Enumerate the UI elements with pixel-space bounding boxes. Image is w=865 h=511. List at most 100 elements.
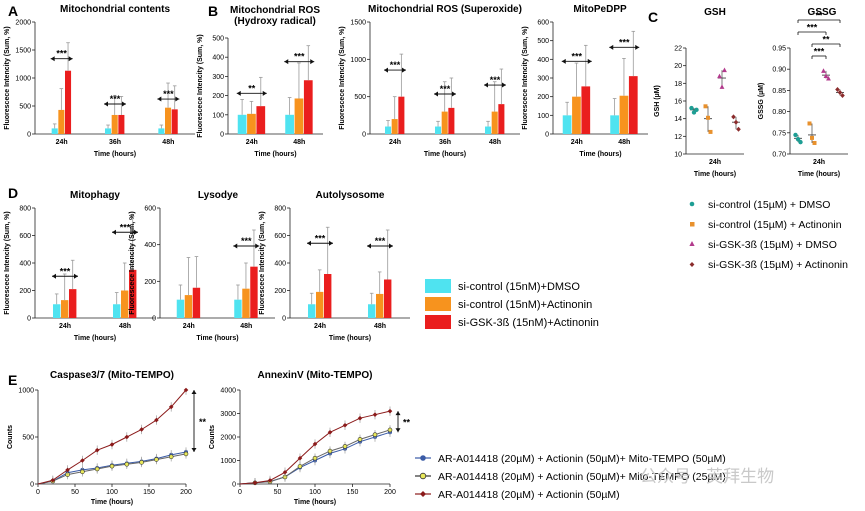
data-point bbox=[798, 139, 803, 145]
data-point bbox=[357, 415, 363, 421]
y-tick-label: 0.85 bbox=[772, 88, 786, 95]
bar bbox=[294, 98, 304, 134]
x-tick-label: 48h bbox=[618, 139, 630, 146]
x-tick-label: 24h bbox=[389, 139, 401, 146]
y-tick-label: 600 bbox=[144, 206, 156, 213]
data-point bbox=[717, 73, 722, 79]
significance-label: *** bbox=[807, 23, 818, 33]
legend-c-label-2: si-control (15µM) + Actinonin bbox=[708, 219, 842, 231]
y-tick-label: 0 bbox=[27, 316, 31, 323]
bar bbox=[324, 274, 332, 318]
chart-c1: GSH 10 12 14 16 18 20 22 GSH (µM) 24h Time (hours) bbox=[654, 7, 744, 178]
y-tick-label: 0.95 bbox=[772, 46, 786, 53]
y-tick-label: 2000 bbox=[15, 20, 31, 27]
x-tick-label: 48h bbox=[374, 323, 386, 330]
y-tick-label: 1500 bbox=[15, 48, 31, 55]
legend-swatch-cyan bbox=[425, 279, 451, 293]
bar bbox=[53, 304, 61, 318]
arrowhead-left bbox=[384, 67, 388, 73]
arrowhead-left bbox=[561, 58, 566, 64]
y-axis-label: Fluorescece Intencity (Sum, %) bbox=[129, 211, 136, 314]
x-tick-label: 200 bbox=[180, 489, 192, 496]
arrowhead-right bbox=[402, 67, 406, 73]
legend-e-label-3: AR-A014418 (20µM) + Actionin (50µM) bbox=[438, 489, 620, 501]
y-tick-label: 18 bbox=[674, 81, 682, 88]
bar bbox=[58, 109, 65, 134]
arrowhead-bottom bbox=[191, 448, 197, 453]
data-point bbox=[793, 132, 798, 138]
bar bbox=[118, 114, 125, 134]
y-tick-label: 1000 bbox=[18, 388, 34, 395]
y-axis-label: Fluorescece Intencity (Sum, %) bbox=[197, 34, 204, 137]
y-tick-label: 12 bbox=[674, 134, 682, 141]
y-tick-label: 400 bbox=[212, 55, 224, 62]
data-point bbox=[297, 464, 303, 469]
x-axis-label: Time (hours) bbox=[294, 499, 336, 506]
x-tick-label: 150 bbox=[347, 489, 359, 496]
x-tick-label: 24h bbox=[314, 323, 326, 330]
significance-label: ** bbox=[822, 35, 830, 45]
significance-label: ** bbox=[815, 11, 823, 21]
data-point bbox=[731, 114, 736, 120]
arrowhead-left bbox=[367, 243, 371, 249]
significance-label: *** bbox=[163, 89, 174, 99]
y-tick-label: 2000 bbox=[220, 435, 236, 442]
arrowhead-left bbox=[284, 59, 289, 65]
chart-c2: GSSG 0.70 0.75 0.80 0.85 0.90 0.95 GSSG (µM) 24h… bbox=[758, 7, 848, 178]
data-point bbox=[736, 126, 741, 132]
charts-layer: Mitochondrial contents0500100015002000Fl… bbox=[4, 4, 848, 506]
bar bbox=[165, 107, 172, 134]
legend-e-marker-1 bbox=[420, 455, 426, 461]
data-point bbox=[327, 448, 333, 454]
arrowhead-top bbox=[191, 390, 197, 394]
arrowhead-right bbox=[389, 243, 393, 249]
y-tick-label: 600 bbox=[274, 233, 286, 240]
y-tick-label: 10 bbox=[674, 152, 682, 159]
bar bbox=[61, 300, 69, 318]
bar bbox=[303, 80, 313, 134]
y-axis-label: Fluorescece Intencity (Sum, %) bbox=[4, 26, 11, 129]
watermark-text: 公众号 · 英拜生物 bbox=[640, 467, 774, 486]
y-tick-label: 0 bbox=[152, 316, 156, 323]
y-tick-label: 100 bbox=[537, 113, 549, 120]
data-point bbox=[372, 432, 378, 437]
legend-e-label-1: AR-A014418 (20µM) + Actionin (50µM)+ Mit… bbox=[438, 453, 726, 465]
arrowhead-right bbox=[587, 58, 592, 64]
x-tick-label: 36h bbox=[439, 139, 451, 146]
arrowhead-left bbox=[104, 101, 108, 107]
legend-e-marker-3 bbox=[420, 491, 426, 497]
bar bbox=[628, 76, 638, 134]
x-axis-label: Time (hours) bbox=[579, 151, 621, 158]
x-tick-label: 24h bbox=[709, 159, 721, 166]
x-tick-label: 24h bbox=[571, 139, 583, 146]
arrowhead-left bbox=[609, 44, 614, 50]
y-tick-label: 16 bbox=[674, 99, 682, 106]
data-point bbox=[109, 442, 115, 447]
data-point bbox=[706, 115, 710, 120]
y-axis-label: GSSG (µM) bbox=[758, 83, 765, 120]
arrowhead-right bbox=[329, 240, 333, 246]
data-point bbox=[807, 121, 812, 126]
x-tick-label: 100 bbox=[106, 489, 118, 496]
data-point bbox=[94, 447, 100, 453]
bar bbox=[398, 96, 405, 134]
x-axis-label: Time (hours) bbox=[196, 335, 238, 342]
y-tick-label: 500 bbox=[537, 38, 549, 45]
arrowhead-right bbox=[635, 44, 640, 50]
y-tick-label: 0 bbox=[282, 316, 286, 323]
chart-b2: Mitochondrial ROS (Superoxide) 0 500 1000 15… bbox=[339, 4, 522, 158]
arrowhead-left bbox=[50, 56, 55, 62]
arrowhead-top bbox=[395, 411, 401, 416]
chart-title: Autolysosome bbox=[316, 190, 385, 201]
x-tick-label: 48h bbox=[240, 323, 252, 330]
chart-title: (Hydroxy radical) bbox=[234, 16, 316, 27]
y-tick-label: 0 bbox=[27, 132, 31, 139]
chart-d3: Autolysosome 0 200 400 600 800 Fluorescece Int… bbox=[259, 190, 410, 342]
arrowhead-right bbox=[68, 56, 73, 62]
legend-e-label-2: AR-A014418 (20µM) + Actionin (50µM)+ Mit… bbox=[438, 471, 726, 483]
arrowhead-left bbox=[484, 82, 488, 88]
x-axis-label: Time (hours) bbox=[254, 151, 296, 158]
bar bbox=[111, 114, 118, 134]
arrowhead-left bbox=[157, 96, 162, 102]
